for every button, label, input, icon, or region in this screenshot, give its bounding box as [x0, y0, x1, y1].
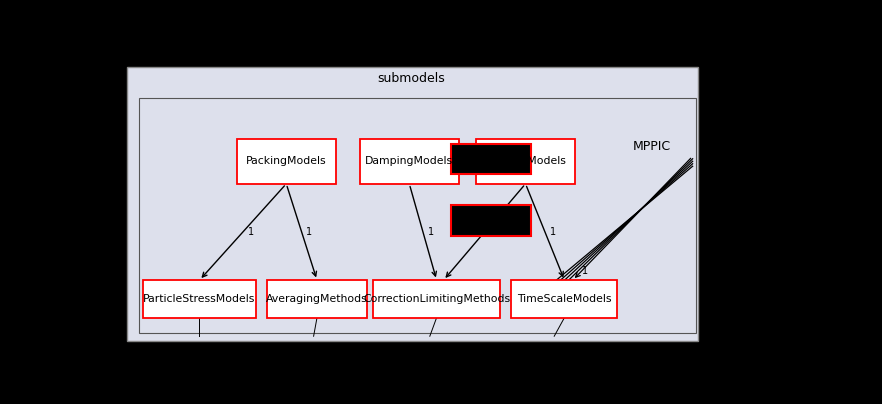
Bar — [451, 205, 531, 236]
Bar — [236, 139, 336, 184]
Bar — [373, 280, 500, 318]
Text: 1: 1 — [306, 227, 312, 237]
Bar — [360, 139, 459, 184]
Text: 1: 1 — [248, 227, 254, 237]
Text: 1: 1 — [428, 227, 434, 237]
Bar — [267, 280, 367, 318]
Text: TimeScaleModels: TimeScaleModels — [517, 294, 612, 304]
Text: 1: 1 — [549, 227, 556, 237]
Text: ParticleStressModels: ParticleStressModels — [143, 294, 256, 304]
Bar — [139, 98, 696, 333]
Text: IsotropyModels: IsotropyModels — [484, 156, 567, 166]
Text: PackingModels: PackingModels — [246, 156, 326, 166]
Bar — [143, 280, 256, 318]
Text: CorrectionLimitingMethods: CorrectionLimitingMethods — [363, 294, 510, 304]
Text: submodels: submodels — [377, 72, 445, 84]
Bar — [476, 139, 575, 184]
Bar — [127, 67, 699, 341]
Text: DampingModels: DampingModels — [365, 156, 453, 166]
Text: AveragingMethods: AveragingMethods — [266, 294, 368, 304]
Text: MPPIC: MPPIC — [633, 140, 671, 153]
Bar — [451, 144, 531, 175]
Bar — [512, 280, 617, 318]
Text: 1: 1 — [581, 266, 587, 276]
